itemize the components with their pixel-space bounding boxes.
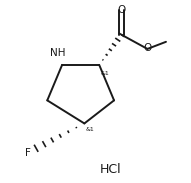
Text: O: O [117, 5, 126, 15]
Text: O: O [143, 43, 151, 53]
Text: F: F [25, 148, 31, 158]
Text: NH: NH [50, 48, 65, 58]
Text: HCl: HCl [100, 163, 121, 176]
Text: &1: &1 [101, 71, 110, 76]
Text: &1: &1 [85, 127, 94, 132]
